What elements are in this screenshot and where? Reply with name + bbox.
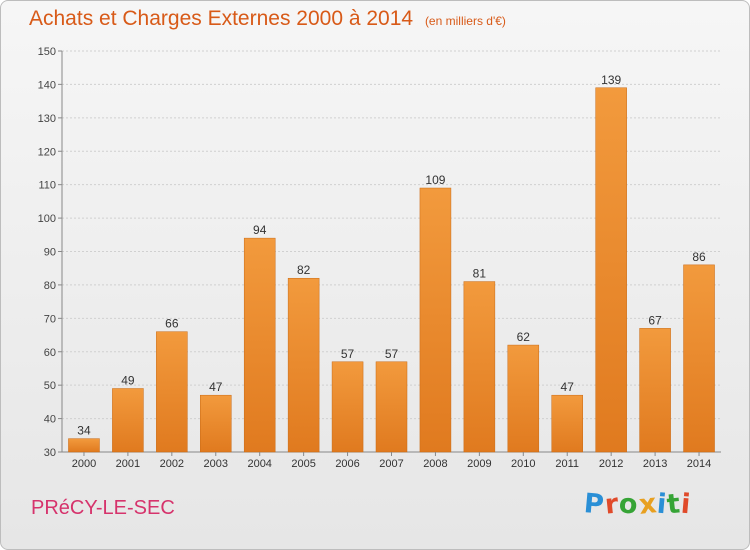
bar-value-label: 57	[341, 347, 355, 361]
bar	[156, 331, 188, 453]
bar-value-label: 47	[209, 380, 223, 394]
y-tick-label: 80	[44, 280, 56, 292]
bar-value-label: 81	[473, 267, 487, 281]
bar-value-label: 62	[517, 330, 531, 344]
proxiti-logo: Proxiti	[582, 488, 693, 521]
bar-value-label: 139	[601, 73, 621, 87]
logo-letter: P	[582, 488, 607, 521]
bar	[507, 344, 540, 453]
chart-subtitle: (en milliers d'€)	[424, 14, 506, 28]
bar-value-label: 57	[385, 347, 399, 361]
bar-value-label: 67	[648, 313, 662, 327]
bar	[68, 438, 100, 453]
bar	[243, 237, 276, 453]
x-tick-label: 2007	[379, 458, 403, 470]
y-tick-label: 130	[38, 113, 56, 125]
x-tick-label: 2010	[511, 458, 535, 470]
bar-value-label: 109	[425, 173, 445, 187]
y-tick-label: 90	[44, 247, 56, 259]
bar-value-label: 86	[692, 250, 706, 264]
y-tick-label: 60	[44, 347, 56, 359]
bar	[331, 361, 364, 453]
y-tick-label: 140	[38, 79, 56, 91]
y-tick-label: 30	[44, 447, 56, 459]
bar-value-label: 66	[165, 317, 179, 331]
bar	[112, 388, 144, 453]
bar	[375, 361, 408, 453]
x-tick-label: 2011	[555, 458, 579, 470]
y-tick-label: 150	[38, 46, 56, 58]
y-tick-label: 50	[44, 380, 56, 392]
bar	[200, 394, 232, 453]
x-tick-label: 2003	[204, 458, 228, 470]
bar	[287, 277, 320, 453]
y-tick-label: 70	[44, 313, 56, 325]
x-tick-label: 2005	[291, 458, 315, 470]
chart-title: Achats et Charges Externes 2000 à 2014 (…	[29, 7, 506, 31]
bar-value-label: 82	[297, 263, 311, 277]
x-tick-label: 2009	[467, 458, 491, 470]
y-tick-label: 40	[44, 414, 56, 426]
x-tick-label: 2001	[116, 458, 140, 470]
x-tick-label: 2008	[423, 458, 447, 470]
bar-value-label: 49	[121, 374, 135, 388]
chart-title-text: Achats et Charges Externes 2000 à 2014	[29, 7, 414, 30]
bar	[551, 394, 583, 453]
bar	[595, 87, 627, 453]
place-name: PRéCY-LE-SEC	[31, 497, 175, 519]
x-tick-label: 2014	[687, 458, 711, 470]
x-tick-label: 2002	[160, 458, 184, 470]
x-tick-label: 2012	[599, 458, 623, 470]
bar-value-label: 34	[77, 424, 91, 438]
x-tick-label: 2000	[72, 458, 96, 470]
bar	[463, 281, 496, 453]
bar	[639, 328, 671, 453]
y-tick-label: 100	[38, 213, 56, 225]
bar-value-label: 94	[253, 223, 267, 237]
bar	[419, 187, 452, 453]
x-tick-label: 2006	[335, 458, 359, 470]
bar-value-label: 47	[561, 380, 575, 394]
logo-letter: o	[617, 488, 641, 521]
x-tick-label: 2013	[643, 458, 667, 470]
logo-letter: i	[679, 488, 693, 521]
bar	[683, 264, 715, 453]
y-tick-label: 120	[38, 146, 56, 158]
y-tick-label: 110	[38, 180, 56, 192]
x-tick-label: 2004	[247, 458, 271, 470]
